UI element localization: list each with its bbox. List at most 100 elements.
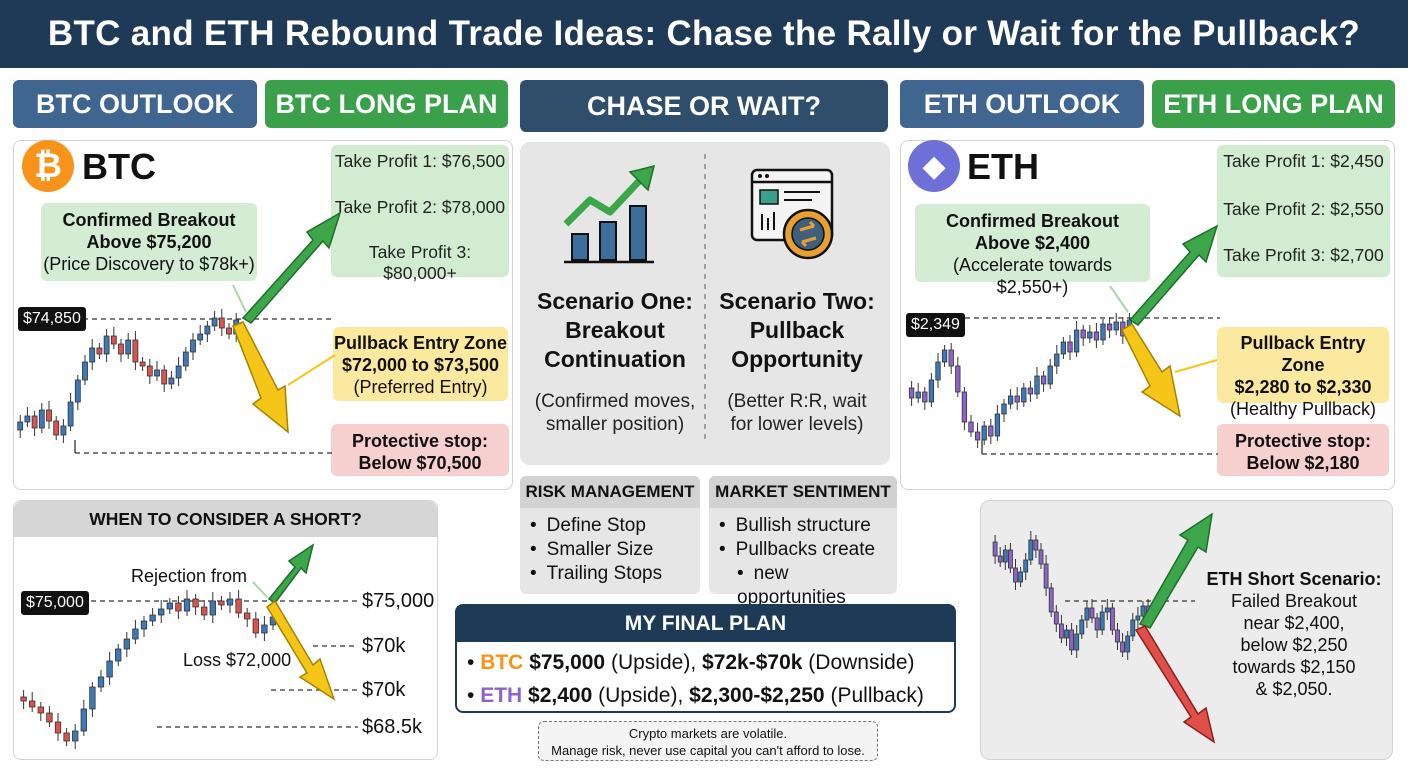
candle <box>1001 403 1007 415</box>
candle <box>1060 341 1067 355</box>
risk-item: Define Stop <box>530 514 700 538</box>
candle <box>175 602 182 612</box>
eth-short-title: ETH Short Scenario: <box>1206 569 1382 589</box>
candle <box>1007 395 1014 405</box>
candle <box>968 421 974 433</box>
candle <box>1054 353 1060 367</box>
eth-short-line: towards $2,150 <box>1232 657 1356 677</box>
scenario-one-sub-1: (Confirmed moves, <box>534 391 696 412</box>
candle <box>38 409 45 429</box>
final-eth-down: $2,300-$2,250 <box>689 684 825 707</box>
chase-or-wait-header: CHASE OR WAIT? <box>520 80 888 132</box>
btc-take-profit-box: Take Profit 1: $76,500 Take Profit 2: $7… <box>331 145 509 283</box>
candle <box>115 648 122 662</box>
eth-stop-line2: Below $2,180 <box>1246 453 1360 473</box>
btc-tp3: Take Profit 3: $80,000+ <box>368 242 472 283</box>
candle <box>935 361 941 381</box>
market-sentiment-box: MARKET SENTIMENT Bullish structure Pullb… <box>709 476 897 608</box>
candle <box>175 365 182 379</box>
final-btc-up-tag: (Upside), <box>610 651 697 674</box>
candle <box>1093 331 1100 341</box>
candle <box>1013 567 1018 583</box>
btc-pullback-line1: Pullback Entry Zone <box>333 333 508 353</box>
btc-rejection-pointer <box>252 581 268 598</box>
candle <box>948 349 954 367</box>
disclaimer-line1: Crypto markets are volatile. <box>628 726 788 741</box>
eth-outlook-header: ETH OUTLOOK <box>900 80 1144 128</box>
candle <box>132 628 139 640</box>
candle <box>955 365 961 393</box>
candle <box>24 415 31 423</box>
final-eth-down-tag: (Pullback) <box>830 684 924 707</box>
eth-pullback-line2: $2,280 to $2,330 <box>1234 377 1372 397</box>
final-plan-btc-row: • BTC $75,000 (Upside), $72k-$70k (Downs… <box>467 651 915 674</box>
btc-short-chart <box>20 543 358 749</box>
btc-short-level-label-3: $70k <box>362 679 406 701</box>
btc-short-down-arrow <box>266 599 336 701</box>
eth-short-candles <box>992 531 1151 660</box>
candle <box>922 391 928 403</box>
candle <box>146 365 153 377</box>
candle <box>226 327 232 335</box>
candle <box>1089 607 1095 619</box>
candle <box>1080 329 1086 339</box>
candle <box>218 317 225 329</box>
candle <box>1135 615 1141 621</box>
sentiment-item-text: new opportunities <box>737 563 846 608</box>
final-btc-down: $72k-$70k <box>702 651 803 674</box>
scenario-two: Scenario Two: Pullback Opportunity (Bett… <box>712 287 882 436</box>
btc-pullback-callout: Pullback Entry Zone $72,000 to $73,500 (… <box>333 327 508 401</box>
candle <box>1007 549 1013 569</box>
candle <box>1021 387 1027 403</box>
candle <box>908 387 915 399</box>
candle <box>218 600 225 606</box>
candle <box>46 409 52 422</box>
candle <box>941 349 948 363</box>
candle <box>125 339 132 355</box>
candle <box>89 347 96 363</box>
risk-item: Smaller Size <box>530 538 700 562</box>
candle <box>1094 617 1100 631</box>
eth-candles <box>908 313 1133 448</box>
candle <box>1040 375 1047 385</box>
candle <box>981 425 987 441</box>
dashboard-swap-icon <box>750 168 834 260</box>
candle <box>1104 607 1110 613</box>
eth-pullback-line3: (Healthy Pullback) <box>1229 399 1377 419</box>
scenarios-graphics <box>563 154 834 442</box>
candle <box>1106 323 1113 331</box>
btc-breakout-line1: Confirmed Breakout <box>62 210 236 230</box>
candle <box>928 379 935 403</box>
candle <box>1048 587 1054 613</box>
scenario-two-sub-2: for lower levels) <box>730 414 864 435</box>
candle <box>1064 629 1069 639</box>
scenario-two-title-1: Scenario Two: <box>719 288 875 314</box>
eth-short-up-arrow <box>1138 512 1214 629</box>
final-eth-up: $2,400 <box>528 684 593 707</box>
candle <box>988 425 994 437</box>
scenario-one-title-1: Scenario One: <box>537 288 693 314</box>
candle <box>74 379 81 403</box>
scenario-one-sub-2: smaller position) <box>545 414 685 435</box>
eth-stop-callout: Protective stop: Below $2,180 <box>1217 424 1389 476</box>
candle <box>182 351 189 367</box>
candle <box>1113 321 1119 331</box>
eth-short-line: Failed Breakout <box>1230 591 1358 611</box>
candle <box>226 598 234 606</box>
candle <box>31 415 38 429</box>
btc-tp2: Take Profit 2: $78,000 <box>334 197 506 217</box>
btc-pullback-line2: $72,000 to $73,500 <box>341 355 500 375</box>
candle <box>201 606 208 616</box>
final-eth-up-tag: (Upside), <box>598 684 684 707</box>
candle <box>123 638 130 650</box>
candle <box>997 555 1003 563</box>
candle <box>103 335 110 355</box>
btc-outlook-header: BTC OUTLOOK <box>13 80 257 128</box>
candle <box>244 612 251 620</box>
btc-tp1: Take Profit 1: $76,500 <box>334 151 506 171</box>
final-plan-title: MY FINAL PLAN <box>457 606 954 642</box>
candle <box>1120 641 1126 653</box>
risk-management-box: RISK MANAGEMENT Define Stop Smaller Size… <box>520 476 700 594</box>
btc-short-up-arrow <box>267 543 315 605</box>
candle <box>1130 619 1136 637</box>
